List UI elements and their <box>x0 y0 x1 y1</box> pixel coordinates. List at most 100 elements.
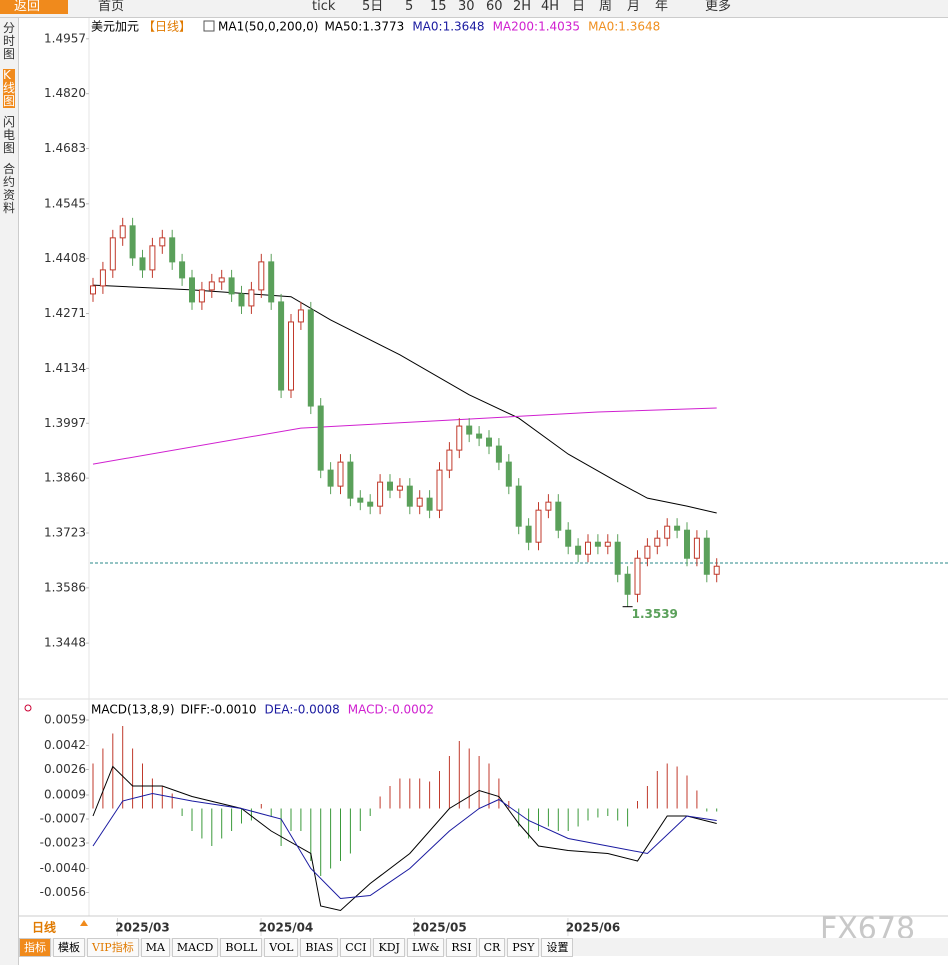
tab[interactable]: LW& <box>406 938 445 957</box>
period-label[interactable]: 日线 <box>32 920 56 935</box>
candle-body <box>525 525 532 543</box>
side-tab[interactable]: 分时图 <box>3 21 16 61</box>
tab[interactable]: 设置 <box>541 938 574 957</box>
period-button[interactable]: 2H <box>513 0 532 14</box>
candle-body <box>684 529 690 559</box>
candle-body <box>377 481 384 507</box>
tab[interactable]: MACD <box>171 938 219 957</box>
period-button[interactable]: 4H <box>541 0 560 14</box>
y-tick-label: -0.0023 <box>40 836 86 850</box>
tab[interactable]: BIAS <box>300 938 339 957</box>
candle-body <box>99 269 106 287</box>
candle-body <box>426 497 433 511</box>
x-tick-label: 2025/04 <box>259 921 313 935</box>
y-tick-label: 1.3723 <box>44 526 86 540</box>
side-tab[interactable]: 合约资料 <box>3 162 16 215</box>
tab[interactable]: 模板 <box>53 938 85 957</box>
candle-body <box>297 309 304 323</box>
period-button[interactable]: 日 <box>572 0 586 14</box>
dropdown-icon[interactable] <box>80 920 88 926</box>
y-tick-label: 1.4683 <box>44 141 86 155</box>
candle-body <box>347 461 354 499</box>
period-button[interactable]: 30 <box>458 0 475 14</box>
tab[interactable]: KDJ <box>373 938 405 957</box>
y-tick-label: 1.3448 <box>44 636 86 650</box>
settings-icon[interactable] <box>24 704 32 712</box>
home-button[interactable]: 首页 <box>98 0 125 14</box>
watermark: FX678 <box>820 912 915 939</box>
legend-item: MA200:1.4035 <box>493 20 581 34</box>
candle-body <box>90 285 96 295</box>
tab[interactable]: 指标 <box>19 938 51 957</box>
chart-title: 美元加元 <box>91 20 139 34</box>
y-tick-label: 1.3997 <box>44 416 86 430</box>
candle-body <box>476 433 483 439</box>
tab[interactable]: CR <box>478 938 506 957</box>
period-button[interactable]: 60 <box>486 0 503 14</box>
side-tab[interactable]: K线图 <box>3 68 16 108</box>
tab[interactable]: RSI <box>446 938 477 957</box>
legend-item: MACD:-0.0002 <box>348 703 434 717</box>
candle-body <box>238 293 245 307</box>
period-button[interactable]: 5日 <box>362 0 384 14</box>
y-tick-label: 0.0026 <box>44 762 86 776</box>
candle-body <box>495 445 502 463</box>
candle-body <box>179 261 186 279</box>
candle-body <box>585 541 591 555</box>
y-tick-label: -0.0040 <box>40 861 86 875</box>
candle-body <box>505 461 512 487</box>
candle-body <box>288 321 294 391</box>
period-button[interactable]: 月 <box>627 0 641 14</box>
period-button[interactable]: 5 <box>405 0 414 14</box>
y-tick-label: 1.4957 <box>44 31 86 45</box>
candle-body <box>337 461 344 487</box>
candle-body <box>139 257 146 271</box>
y-tick-label: 0.0059 <box>44 713 86 727</box>
candle-body <box>535 509 542 543</box>
candle-body <box>357 497 364 503</box>
candle-body <box>327 469 334 487</box>
candle-body <box>198 289 205 303</box>
tab[interactable]: CCI <box>340 938 372 957</box>
tab[interactable]: BOLL <box>220 938 263 957</box>
candle-body <box>664 525 671 539</box>
indicator-name: MA1(50,0,200,0) <box>218 20 318 34</box>
candle-body <box>258 261 265 291</box>
tick-button[interactable]: tick <box>312 0 336 14</box>
tab[interactable]: MA <box>140 938 170 957</box>
legend-item: MA0:1.3648 <box>588 20 660 34</box>
candle-body <box>218 277 225 283</box>
candle-body <box>129 225 136 259</box>
tab[interactable]: VIP指标 <box>87 938 139 957</box>
candle-body <box>594 541 601 547</box>
side-tab[interactable]: 闪电图 <box>3 115 16 155</box>
y-tick-label: 1.3860 <box>44 471 86 485</box>
period-button[interactable]: 年 <box>655 0 669 14</box>
candle-body <box>268 261 275 303</box>
y-tick-label: 1.4408 <box>44 251 86 265</box>
legend-item: MA50:1.3773 <box>324 20 404 34</box>
more-button[interactable]: 更多 <box>705 0 732 14</box>
y-tick-label: -0.0056 <box>40 885 86 899</box>
period-button[interactable]: 周 <box>599 0 613 14</box>
period-button[interactable]: 15 <box>430 0 447 14</box>
y-tick-label: 1.3586 <box>44 580 86 594</box>
chart-title: MACD(13,8,9) <box>91 703 175 717</box>
toolbar: 返回 首页 tick 5日 5 15 30 60 2H 4H 日 周 月 年 更… <box>0 0 948 18</box>
legend-item: DEA:-0.0008 <box>265 703 340 717</box>
y-tick-label: 1.4545 <box>44 196 86 210</box>
legend-item: MA0:1.3648 <box>412 20 484 34</box>
sidebar: 分时图 K线图 闪电图 合约资料 <box>0 18 19 965</box>
candle-body <box>486 437 492 447</box>
candle-body <box>446 449 453 471</box>
candle-body <box>654 537 661 547</box>
tab[interactable]: PSY <box>507 938 540 957</box>
candle-body <box>278 301 285 391</box>
candle-body <box>307 309 314 407</box>
back-button[interactable]: 返回 <box>0 0 68 14</box>
tab[interactable]: VOL <box>264 938 299 957</box>
y-tick-label: -0.0007 <box>40 812 86 826</box>
y-tick-label: 1.4820 <box>44 86 86 100</box>
indicator-line <box>92 407 717 465</box>
candle-body <box>604 541 611 547</box>
